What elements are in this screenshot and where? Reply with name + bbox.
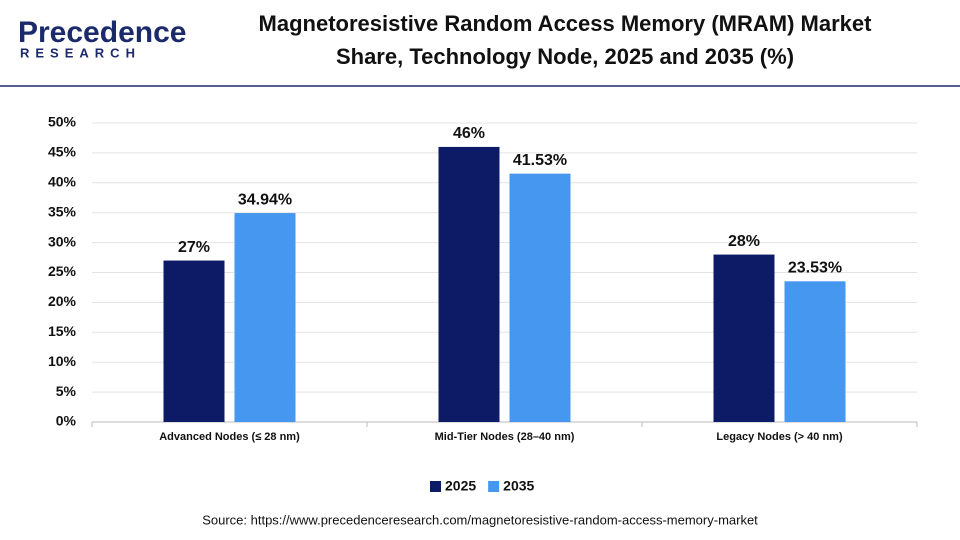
y-tick-label: 45%	[48, 144, 77, 160]
bar	[234, 213, 296, 422]
bar	[509, 173, 571, 422]
y-tick-label: 5%	[56, 383, 77, 399]
chart-title: Share, Technology Node, 2025 and 2035 (%…	[336, 44, 794, 69]
value-label: 34.94%	[238, 191, 292, 208]
y-tick-label: 40%	[48, 174, 77, 190]
y-tick-label: 20%	[48, 293, 77, 309]
value-label: 28%	[728, 233, 760, 250]
y-tick-label: 25%	[48, 263, 77, 279]
logo-tagline: RESEARCH	[20, 45, 141, 60]
bar	[438, 146, 500, 423]
value-label: 46%	[453, 125, 485, 142]
source: Source: https://www.precedenceresearch.c…	[202, 512, 758, 527]
legend-swatch	[488, 481, 500, 492]
y-tick-label: 30%	[48, 233, 77, 249]
legend-label: 2035	[503, 478, 534, 494]
y-tick-label: 10%	[48, 353, 77, 369]
x-tick-label: Mid-Tier Nodes (28–40 nm)	[435, 431, 575, 443]
bar	[713, 254, 775, 422]
legend-swatch	[430, 481, 441, 492]
logo-name: Precedence	[18, 16, 186, 49]
chart-title: Magnetoresistive Random Access Memory (M…	[259, 11, 873, 36]
value-label: 41.53%	[513, 152, 567, 169]
y-tick-label: 35%	[48, 203, 77, 219]
x-tick-label: Advanced Nodes (≤ 28 nm)	[159, 431, 300, 443]
bar	[163, 260, 225, 422]
x-tick-label: Legacy Nodes (> 40 nm)	[716, 431, 843, 443]
y-tick-label: 15%	[48, 323, 77, 339]
legend-label: 2025	[445, 478, 476, 494]
value-label: 27%	[178, 239, 210, 256]
y-tick-label: 50%	[48, 114, 77, 130]
value-label: 23.53%	[788, 260, 842, 277]
y-tick-label: 0%	[56, 413, 77, 429]
bar	[784, 281, 846, 422]
